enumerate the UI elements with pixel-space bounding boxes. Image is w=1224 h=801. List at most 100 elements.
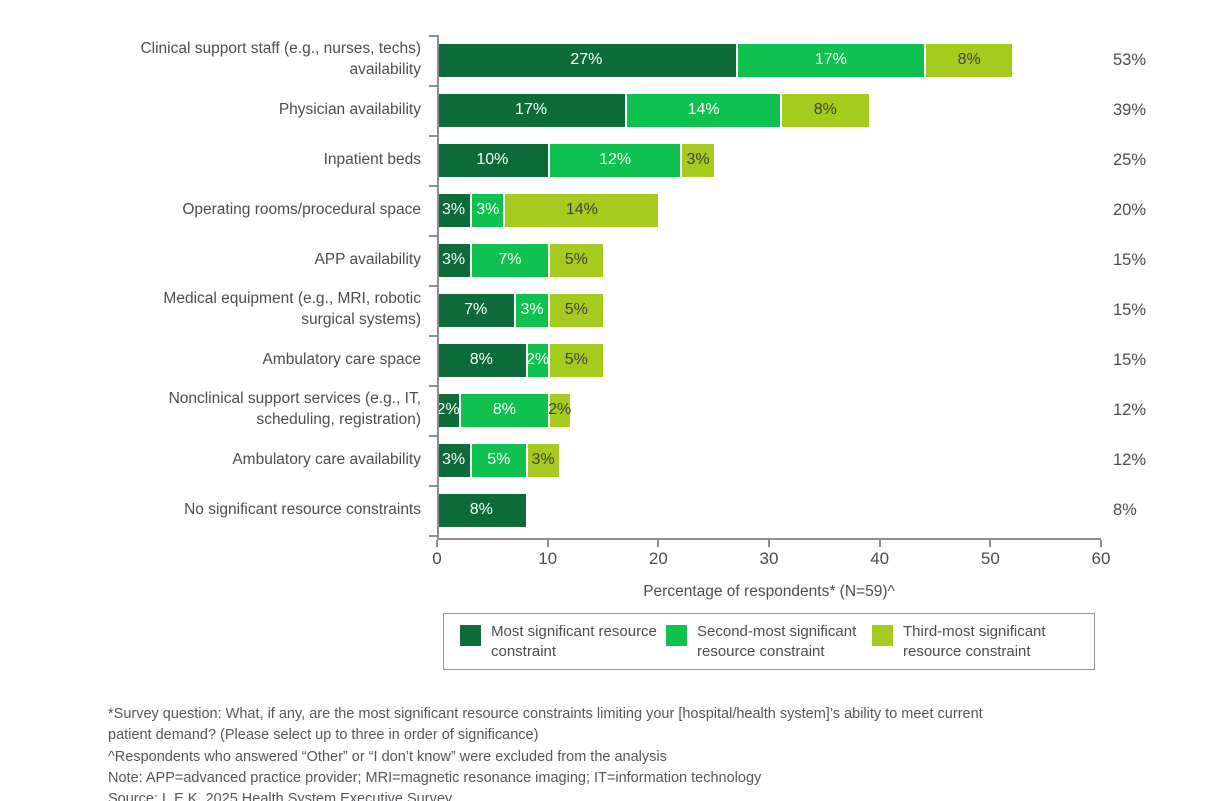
bar-track: 10% 12% 3% bbox=[437, 143, 1101, 177]
x-tick-label: 30 bbox=[759, 549, 779, 568]
bar-segment: 14% bbox=[503, 193, 659, 227]
bar-segment: 3% bbox=[470, 193, 504, 227]
legend-item: Most significant resource constraint bbox=[460, 622, 666, 661]
legend-label: Most significant resource constraint bbox=[491, 623, 657, 660]
legend-item: Second-most significant resource constra… bbox=[666, 622, 872, 661]
category-label: APP availability bbox=[314, 250, 421, 268]
bar-segment: 12% bbox=[547, 143, 681, 177]
x-axis-line bbox=[437, 538, 1101, 540]
category-label: Medical equipment (e.g., MRI, robotic su… bbox=[163, 290, 421, 328]
y-axis-tick bbox=[429, 535, 437, 537]
total-label: 12% bbox=[1113, 450, 1147, 469]
legend-item: Third-most significant resource constrai… bbox=[872, 622, 1078, 661]
legend-swatch bbox=[460, 625, 481, 646]
bar-segment: 10% bbox=[437, 143, 548, 177]
chart-row: Clinical support staff (e.g., nurses, te… bbox=[0, 35, 1224, 85]
chart-row: Medical equipment (e.g., MRI, robotic su… bbox=[0, 285, 1224, 335]
bar-track: 8% 2% 5% bbox=[437, 343, 1101, 377]
chart-row: APP availability 3% 7% 5% 15% bbox=[0, 235, 1224, 285]
bar-segment: 3% bbox=[680, 143, 714, 177]
bar-segment: 5% bbox=[470, 443, 526, 477]
y-axis-tick bbox=[429, 35, 437, 37]
footnote-line: Note: APP=advanced practice provider; MR… bbox=[108, 769, 762, 786]
y-axis-tick bbox=[429, 135, 437, 137]
total-label: 20% bbox=[1113, 200, 1147, 219]
total-label: 15% bbox=[1113, 350, 1147, 369]
category-label: Ambulatory care space bbox=[262, 350, 421, 368]
y-axis-tick bbox=[429, 385, 437, 387]
legend-label: Third-most significant resource constrai… bbox=[903, 623, 1046, 660]
bar-track: 2% 8% 2% bbox=[437, 393, 1101, 427]
chart-row: Nonclinical support services (e.g., IT, … bbox=[0, 385, 1224, 435]
bar-track: 7% 3% 5% bbox=[437, 293, 1101, 327]
bar-track: 3% 3% 14% bbox=[437, 193, 1101, 227]
y-axis-tick bbox=[429, 235, 437, 237]
legend-swatch bbox=[666, 625, 687, 646]
x-axis-title: Percentage of respondents* (N=59)^ bbox=[643, 583, 895, 600]
bar-track: 8% bbox=[437, 493, 1101, 527]
x-tick-label: 60 bbox=[1091, 549, 1111, 568]
category-label: Operating rooms/procedural space bbox=[182, 200, 421, 218]
bar-segment: 2% bbox=[525, 343, 549, 377]
legend-swatch bbox=[872, 625, 893, 646]
bar-segment: 17% bbox=[735, 43, 924, 77]
legend: Most significant resource constraint Seco… bbox=[443, 613, 1095, 670]
bar-track: 27% 17% 8% bbox=[437, 43, 1101, 77]
footnote-line: Source: L.E.K. 2025 Health System Execut… bbox=[108, 791, 453, 801]
total-label: 15% bbox=[1113, 250, 1147, 269]
bar-segment: 2% bbox=[437, 393, 460, 427]
category-label: Nonclinical support services (e.g., IT, … bbox=[168, 390, 421, 428]
bar-segment: 3% bbox=[437, 243, 471, 277]
y-axis-tick bbox=[429, 435, 437, 437]
total-label: 53% bbox=[1113, 50, 1147, 69]
bar-segment: 3% bbox=[437, 443, 471, 477]
x-axis-tick bbox=[546, 540, 549, 547]
x-tick-label: 0 bbox=[432, 549, 442, 568]
category-label: No significant resource constraints bbox=[184, 500, 421, 518]
total-label: 12% bbox=[1113, 400, 1147, 419]
footnotes: *Survey question: What, if any, are the … bbox=[108, 704, 1224, 801]
bar-segment: 8% bbox=[923, 43, 1013, 77]
bar-track: 3% 7% 5% bbox=[437, 243, 1101, 277]
x-axis-tick bbox=[436, 540, 438, 547]
bar-segment: 7% bbox=[470, 243, 548, 277]
bar-segment: 7% bbox=[437, 293, 515, 327]
x-axis-tick bbox=[657, 540, 660, 547]
category-label: Clinical support staff (e.g., nurses, te… bbox=[140, 40, 421, 78]
bar-segment: 17% bbox=[437, 93, 626, 127]
bar-segment: 8% bbox=[459, 393, 548, 427]
x-axis-tick bbox=[768, 540, 770, 547]
bar-segment: 27% bbox=[437, 43, 736, 77]
chart-row: Ambulatory care availability 3% 5% 3% 12% bbox=[0, 435, 1224, 485]
footnote-line: patient demand? (Please select up to thr… bbox=[108, 727, 539, 744]
chart-row: Operating rooms/procedural space 3% 3% 14% 2… bbox=[0, 185, 1224, 235]
bar-segment: 8% bbox=[780, 93, 869, 127]
chart-row: Inpatient beds 10% 12% 3% 25% bbox=[0, 135, 1224, 185]
chart-row: Ambulatory care space 8% 2% 5% 15% bbox=[0, 335, 1224, 385]
total-label: 8% bbox=[1113, 500, 1137, 519]
x-axis-tick bbox=[878, 540, 881, 547]
x-tick-label: 10 bbox=[538, 549, 558, 568]
stacked-bar-chart: Clinical support staff (e.g., nurses, te… bbox=[0, 35, 1224, 670]
bar-segment: 5% bbox=[547, 293, 603, 327]
bar-track: 3% 5% 3% bbox=[437, 443, 1101, 477]
x-axis-tick bbox=[989, 540, 992, 547]
bar-track: 17% 14% 8% bbox=[437, 93, 1101, 127]
bar-segment: 2% bbox=[547, 393, 571, 427]
bar-segment: 3% bbox=[437, 193, 471, 227]
bar-segment: 5% bbox=[547, 343, 603, 377]
y-axis-tick bbox=[429, 85, 437, 87]
x-axis-tick bbox=[1100, 540, 1102, 547]
y-axis-tick bbox=[429, 185, 437, 187]
bar-segment: 8% bbox=[437, 493, 526, 527]
x-tick-label: 40 bbox=[870, 549, 890, 568]
plot-area: Clinical support staff (e.g., nurses, te… bbox=[0, 35, 1224, 540]
y-axis-tick bbox=[429, 485, 437, 487]
bar-segment: 8% bbox=[437, 343, 526, 377]
y-axis-line bbox=[437, 35, 439, 540]
bar-segment: 14% bbox=[625, 93, 781, 127]
category-label: Inpatient beds bbox=[323, 150, 421, 168]
y-axis-tick bbox=[429, 285, 437, 287]
total-label: 39% bbox=[1113, 100, 1147, 119]
